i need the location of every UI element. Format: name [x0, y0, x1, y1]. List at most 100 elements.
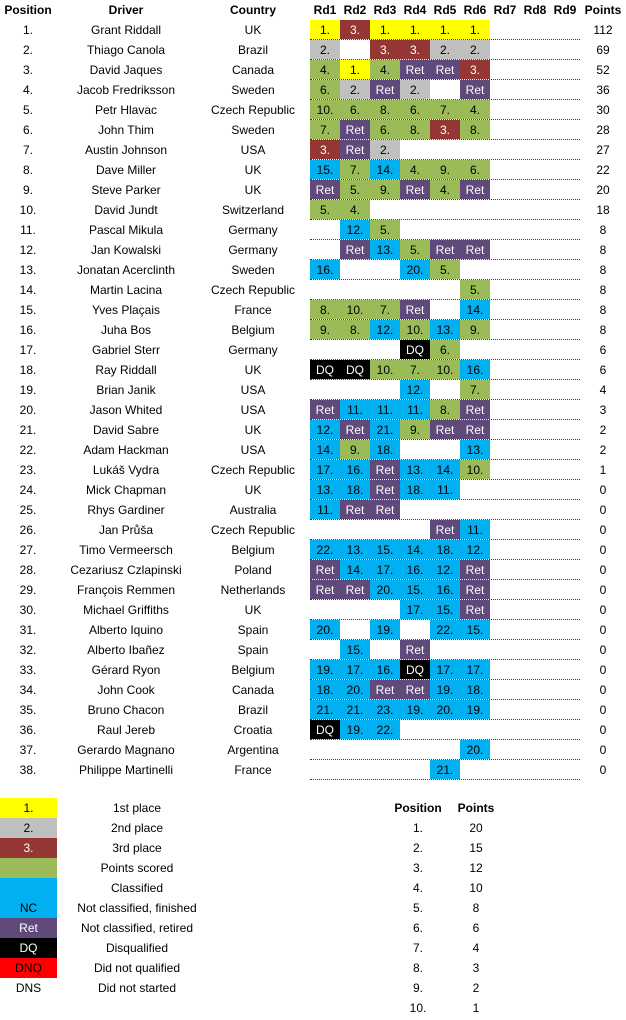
round-result-cell — [490, 720, 520, 739]
round-results: Ret 5. 9. Ret 4. Ret — [310, 180, 580, 200]
round-result-cell — [520, 40, 550, 59]
scoring-row: 8. 3 — [390, 958, 506, 978]
round-result-cell — [490, 660, 520, 679]
country-cell: Germany — [228, 243, 278, 257]
scoring-position-cell: 9. — [412, 981, 423, 995]
round-result-cell: 15. — [340, 640, 370, 659]
round-result-cell — [550, 420, 580, 439]
position-cell: 7. — [22, 143, 33, 157]
round-result-cell: Ret — [460, 420, 490, 439]
round-result-cell — [430, 140, 460, 159]
round-result-cell: 10. — [340, 300, 370, 319]
standings-row: 35. Bruno Chacon Brazil 21. 21. 23. 19. 20. 19. 0 — [0, 700, 626, 720]
round-result-cell — [490, 20, 520, 39]
position-cell: 18. — [19, 363, 37, 377]
round-result-cell: Ret — [460, 560, 490, 579]
legend-swatch: 3. — [0, 838, 57, 858]
driver-cell: Timo Vermeersch — [79, 543, 173, 557]
round-header: Rd1 — [313, 3, 337, 17]
driver-cell: Lukáš Vydra — [92, 463, 160, 477]
round-result-cell — [400, 520, 430, 539]
round-result-cell: 17. — [310, 460, 340, 479]
round-result-cell: 11. — [460, 520, 490, 539]
standings-row: 23. Lukáš Vydra Czech Republic 17. 16. Ret 13.… — [0, 460, 626, 480]
scoring-header-points: Points — [457, 801, 495, 815]
round-result-cell: Ret — [340, 240, 370, 259]
round-results: 1. 3. 1. 1. 1. 1. — [310, 20, 580, 40]
round-result-cell — [490, 600, 520, 619]
round-result-cell — [310, 600, 340, 619]
round-result-cell: 8. — [310, 300, 340, 319]
position-cell: 5. — [22, 103, 33, 117]
position-cell: 12. — [19, 243, 37, 257]
round-result-cell: 10. — [460, 460, 490, 479]
scoring-position-cell: 6. — [412, 921, 423, 935]
round-result-cell — [370, 600, 400, 619]
round-result-cell — [550, 60, 580, 79]
position-cell: 17. — [19, 343, 37, 357]
round-result-cell — [400, 140, 430, 159]
driver-cell: Jason Whited — [89, 403, 163, 417]
round-result-cell — [490, 620, 520, 639]
round-result-cell — [520, 260, 550, 279]
round-result-cell — [520, 700, 550, 719]
scoring-position-cell: 8. — [412, 961, 423, 975]
driver-cell: Cezariusz Czlapinski — [70, 563, 182, 577]
round-result-cell: 9. — [430, 160, 460, 179]
round-result-cell: 3. — [430, 120, 460, 139]
round-result-cell: 17. — [340, 660, 370, 679]
round-result-cell: 16. — [430, 580, 460, 599]
round-result-cell — [340, 260, 370, 279]
legend-swatch: NC — [0, 898, 57, 918]
points-cell: 6 — [599, 363, 607, 377]
round-result-cell: Ret — [340, 140, 370, 159]
round-result-cell — [550, 80, 580, 99]
round-result-cell: 14. — [370, 160, 400, 179]
round-result-cell: 19. — [400, 700, 430, 719]
standings-row: 21. David Sabre UK 12. Ret 21. 9. Ret Ret 2 — [0, 420, 626, 440]
round-result-cell — [490, 500, 520, 519]
round-result-cell — [490, 300, 520, 319]
round-result-cell: Ret — [430, 420, 460, 439]
round-result-cell — [460, 640, 490, 659]
round-result-cell: 13. — [310, 480, 340, 499]
standings-row: 18. Ray Riddall UK DQ DQ 10. 7. 10. 16. 6 — [0, 360, 626, 380]
country-cell: UK — [244, 363, 262, 377]
standings-row: 38. Philippe Martinelli France 21. 0 — [0, 760, 626, 780]
country-cell: Belgium — [231, 663, 275, 677]
country-cell: Spain — [237, 643, 269, 657]
round-result-cell — [550, 600, 580, 619]
standings-row: 9. Steve Parker UK Ret 5. 9. Ret 4. Ret 20 — [0, 180, 626, 200]
round-results: 19. 17. 16. DQ 17. 17. — [310, 660, 580, 680]
driver-cell: Grant Riddall — [90, 23, 162, 37]
scoring-position-cell: 5. — [412, 901, 423, 915]
country-cell: Sweden — [231, 83, 275, 97]
points-cell: 3 — [599, 403, 607, 417]
round-result-cell: 9. — [370, 180, 400, 199]
round-result-cell: 20. — [340, 680, 370, 699]
round-result-cell — [340, 760, 370, 779]
round-result-cell: 5. — [310, 200, 340, 219]
round-result-cell — [520, 100, 550, 119]
standings-row: 37. Gerardo Magnano Argentina 20. 0 — [0, 740, 626, 760]
round-results: 12. 5. — [310, 220, 580, 240]
round-result-cell: Ret — [430, 520, 460, 539]
legend-swatch: 2. — [0, 818, 57, 838]
round-result-cell: 22. — [310, 540, 340, 559]
driver-cell: Raul Jereb — [96, 723, 156, 737]
scoring-row: 9. 2 — [390, 978, 506, 998]
standings-row: 10. David Jundt Switzerland 5. 4. 18 — [0, 200, 626, 220]
round-results: 20. 19. 22. 15. — [310, 620, 580, 640]
driver-cell: Austin Johnson — [84, 143, 168, 157]
country-cell: Czech Republic — [210, 463, 296, 477]
round-result-cell — [490, 520, 520, 539]
scoring-points-cell: 8 — [472, 901, 480, 915]
round-result-cell — [520, 660, 550, 679]
standings-row: 16. Juha Bos Belgium 9. 8. 12. 10. 13. 9. 8 — [0, 320, 626, 340]
legend-item: Ret Not classified, retired — [0, 918, 217, 938]
round-result-cell — [370, 340, 400, 359]
round-result-cell: 7. — [460, 380, 490, 399]
round-result-cell: 20. — [370, 580, 400, 599]
round-result-cell: Ret — [310, 400, 340, 419]
round-result-cell — [550, 300, 580, 319]
